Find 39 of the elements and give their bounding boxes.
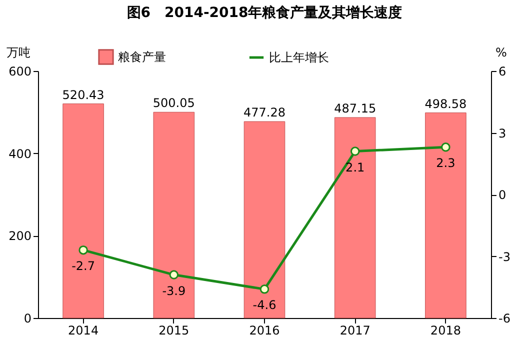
data-label: 498.58 xyxy=(424,96,467,111)
chart-title: 图6 2014-2018年粮食产量及其增长速度 xyxy=(126,4,402,21)
bar xyxy=(334,117,376,318)
legend-label: 粮食产量 xyxy=(118,50,166,64)
y2-tick-label: -6 xyxy=(498,312,510,326)
y2-tick-label: -3 xyxy=(498,250,510,264)
data-label: -3.9 xyxy=(162,284,186,298)
y-tick-label: 600 xyxy=(8,64,32,78)
x-tick-label: 2017 xyxy=(340,324,370,338)
x-tick-label: 2018 xyxy=(430,324,461,338)
y2-tick-label: 3 xyxy=(498,126,506,140)
y-tick-label: 400 xyxy=(8,146,32,161)
y2-axis-title: % xyxy=(496,46,507,60)
data-label: 2.1 xyxy=(346,160,365,174)
data-label: 477.28 xyxy=(244,106,286,120)
point xyxy=(78,245,88,255)
data-label: -4.6 xyxy=(252,298,276,312)
y2-tick-label: 6 xyxy=(498,64,506,78)
data-label: 500.05 xyxy=(152,96,195,110)
point xyxy=(441,142,450,152)
bar xyxy=(244,121,286,318)
x-tick-label: 2016 xyxy=(249,324,280,338)
y2-tick-label: 0 xyxy=(498,188,506,202)
x-tick-label: 2015 xyxy=(158,324,190,338)
data-label: 520.43 xyxy=(62,88,104,102)
y-tick-label: 200 xyxy=(8,229,32,244)
point xyxy=(169,270,179,280)
point xyxy=(260,284,270,294)
legend-label: 比上年增长 xyxy=(269,50,329,64)
bar xyxy=(425,112,466,318)
bar xyxy=(62,104,104,318)
data-label: -2.7 xyxy=(72,259,96,274)
point xyxy=(350,146,360,156)
y-tick-label: 0 xyxy=(24,312,32,326)
data-label: 487.15 xyxy=(334,101,376,116)
data-label: 2.3 xyxy=(436,156,456,170)
x-tick-label: 2014 xyxy=(68,324,99,338)
bar xyxy=(153,112,195,318)
y-axis-title: 万吨 xyxy=(6,46,30,60)
